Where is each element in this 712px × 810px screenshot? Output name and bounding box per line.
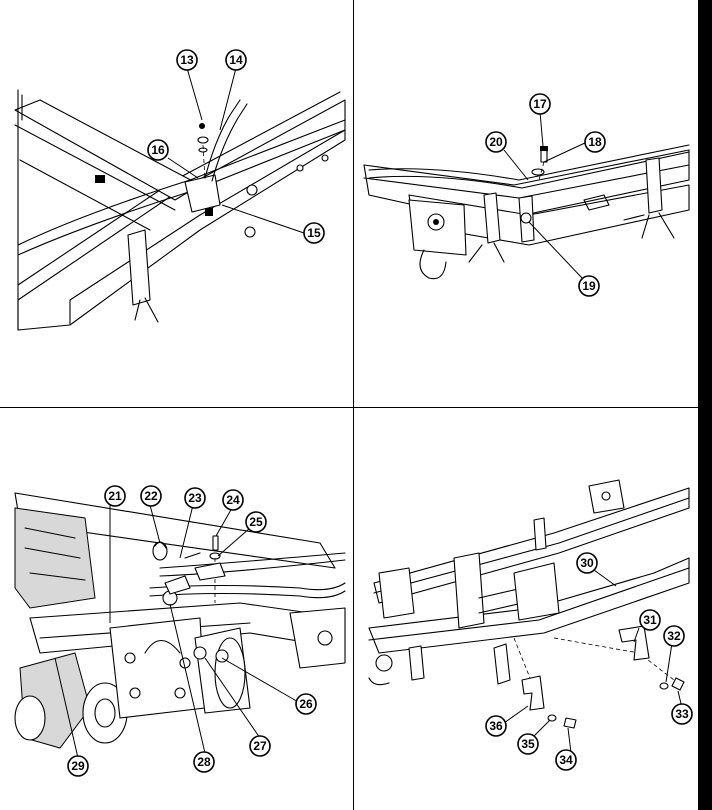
page-edge-bar	[698, 0, 712, 810]
svg-text:16: 16	[151, 143, 165, 157]
svg-text:15: 15	[307, 226, 321, 240]
svg-text:21: 21	[108, 489, 122, 503]
svg-text:20: 20	[489, 135, 503, 149]
svg-text:29: 29	[71, 759, 85, 773]
svg-text:14: 14	[229, 53, 243, 67]
svg-text:32: 32	[667, 629, 681, 643]
callout-26: 26	[295, 693, 317, 715]
callout-23: 23	[184, 487, 206, 509]
callout-27: 27	[249, 735, 271, 757]
callout-29: 29	[67, 755, 89, 777]
callout-22: 22	[140, 485, 162, 507]
svg-text:28: 28	[197, 755, 211, 769]
callout-18: 18	[584, 131, 606, 153]
frame-illustration	[368, 479, 690, 729]
panel-top-left: 13 14 16 15	[14, 49, 346, 331]
callout-30: 30	[576, 552, 598, 574]
svg-text:26: 26	[299, 697, 313, 711]
svg-text:27: 27	[253, 739, 267, 753]
panel-bottom-left: 21 22 23 24 25 26 27 28 29	[14, 485, 346, 777]
svg-text:13: 13	[180, 53, 194, 67]
svg-text:17: 17	[533, 97, 547, 111]
callout-17: 17	[529, 93, 551, 115]
callout-32: 32	[663, 625, 685, 647]
panel-top-right: 17 18 20 19	[363, 93, 690, 297]
svg-text:18: 18	[588, 135, 602, 149]
callout-24: 24	[222, 489, 244, 511]
svg-text:24: 24	[226, 493, 240, 507]
horizontal-divider	[0, 407, 698, 408]
svg-text:31: 31	[643, 613, 657, 627]
svg-text:34: 34	[559, 753, 573, 767]
svg-text:22: 22	[144, 489, 158, 503]
svg-text:35: 35	[521, 737, 535, 751]
callout-16: 16	[147, 139, 169, 161]
svg-text:33: 33	[675, 707, 689, 721]
callout-21: 21	[104, 485, 126, 507]
panel-bottom-right: 30 31 32 33 34 35 36	[368, 479, 693, 771]
callout-19: 19	[578, 275, 600, 297]
callout-31: 31	[639, 609, 661, 631]
chassis-illustration	[14, 492, 346, 749]
svg-text:36: 36	[489, 719, 503, 733]
callout-14: 14	[225, 49, 247, 71]
callout-33: 33	[671, 703, 693, 725]
svg-text:23: 23	[188, 491, 202, 505]
vertical-divider	[353, 0, 354, 810]
frame-illustration	[14, 89, 346, 331]
callout-36: 36	[485, 715, 507, 737]
callout-35: 35	[517, 733, 539, 755]
callout-25: 25	[245, 511, 267, 533]
frame-illustration	[363, 144, 690, 280]
callout-34: 34	[555, 749, 577, 771]
svg-text:19: 19	[582, 279, 596, 293]
callout-13: 13	[176, 49, 198, 71]
svg-text:30: 30	[580, 556, 594, 570]
callout-28: 28	[193, 751, 215, 773]
svg-text:25: 25	[249, 515, 263, 529]
callout-15: 15	[303, 222, 325, 244]
callout-20: 20	[485, 131, 507, 153]
